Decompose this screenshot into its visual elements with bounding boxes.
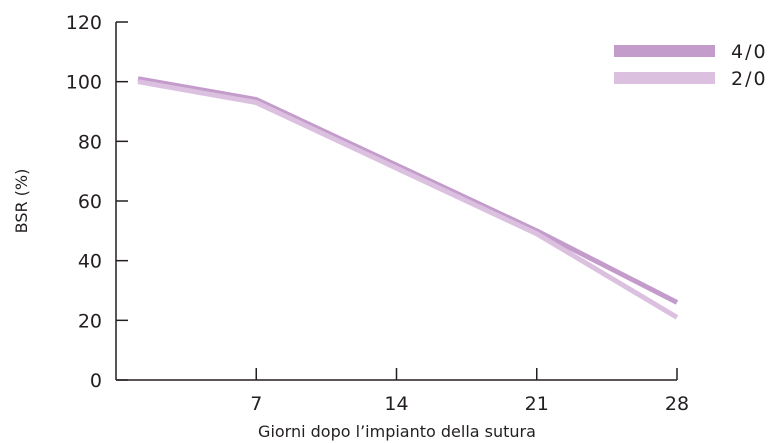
series-line-1	[137, 76, 679, 305]
y-tick-label: 40	[78, 251, 102, 273]
y-tick-label: 120	[66, 12, 102, 34]
x-ticks: 7 14 21 28	[250, 368, 689, 415]
y-tick-label: 20	[78, 310, 102, 332]
x-tick-label: 7	[250, 393, 262, 415]
y-ticks: 0 20 40 60 80 100 120	[66, 12, 128, 392]
series-layer	[137, 76, 679, 320]
legend-swatch-2	[614, 72, 715, 84]
x-tick-label: 14	[384, 393, 408, 415]
legend-label-1: 4/0	[731, 41, 768, 63]
y-tick-label: 0	[90, 370, 102, 392]
legend-label-2: 2/0	[731, 68, 768, 90]
y-axis-label: BSR (%)	[12, 169, 31, 234]
x-tick-label: 28	[665, 393, 689, 415]
series-line-2	[137, 79, 679, 320]
y-tick-label: 60	[78, 191, 102, 213]
x-axis-label: Giorni dopo l’impianto della sutura	[258, 422, 536, 441]
x-tick-label: 21	[525, 393, 549, 415]
legend: 4/02/0	[614, 41, 768, 90]
y-tick-label: 80	[78, 131, 102, 153]
legend-swatch-1	[614, 45, 715, 57]
y-tick-label: 100	[66, 72, 102, 94]
